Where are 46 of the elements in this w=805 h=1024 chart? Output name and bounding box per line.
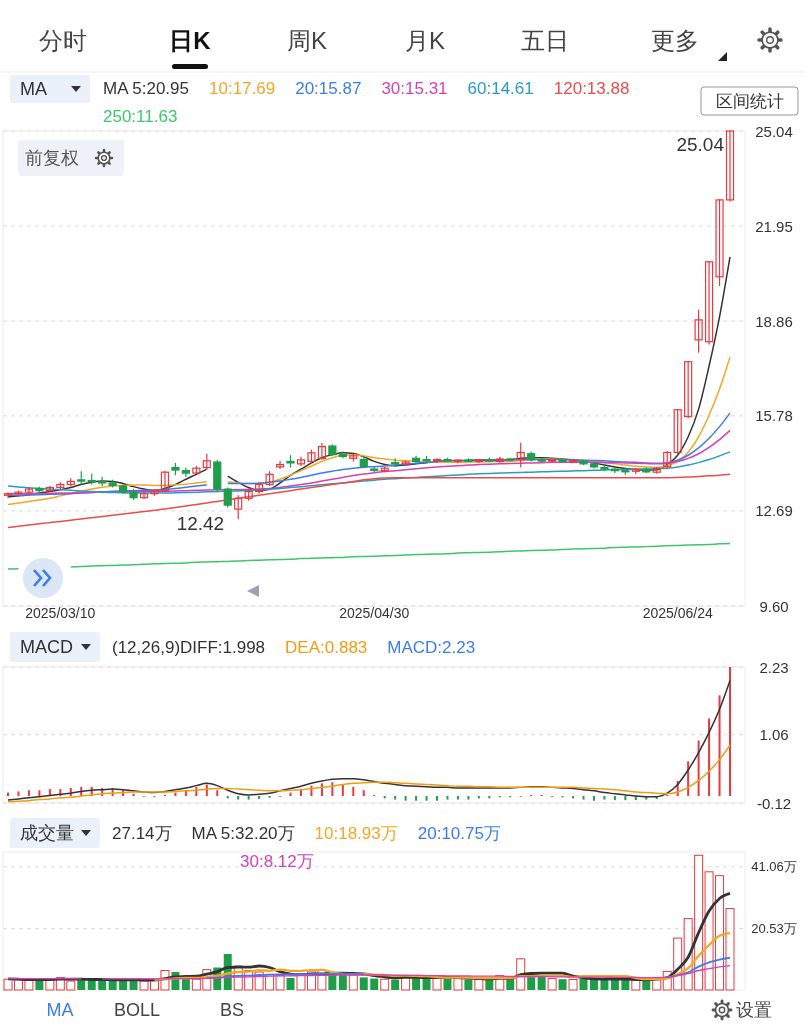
text: 30:15.31 xyxy=(381,78,448,98)
text: 区间统计 xyxy=(715,91,784,111)
text: 250:11.63 xyxy=(103,106,178,126)
text: 设置 xyxy=(736,1000,772,1020)
x-tick-label: 2025/06/24 xyxy=(642,605,713,621)
text: MACD:2.23 xyxy=(387,637,476,657)
x-tick-label: 2025/03/10 xyxy=(25,605,96,621)
text: 日K xyxy=(169,26,212,54)
y-tick-label: 12.69 xyxy=(755,502,793,520)
text: 20:15.87 xyxy=(295,78,362,98)
y-tick-label: 9.60 xyxy=(759,597,789,615)
y-tick-label: 2.23 xyxy=(759,658,789,676)
text: MACD xyxy=(20,637,73,657)
y-tick-label: 25.04 xyxy=(755,122,793,140)
text: BS xyxy=(219,1000,245,1020)
y-tick-label: -0.12 xyxy=(756,794,792,812)
legend-label: MA 5:20.95 xyxy=(103,78,190,98)
annotation: 前复权 xyxy=(25,148,79,168)
text: 30:8.12万 xyxy=(240,851,314,871)
y-tick-label: 1.06 xyxy=(759,726,789,744)
text: MA xyxy=(20,79,47,99)
text: MA 5:32.20万 xyxy=(191,823,295,843)
text: 五日 xyxy=(521,26,569,54)
text: 分时 xyxy=(39,26,87,54)
y-tick-label: 18.86 xyxy=(755,312,793,330)
text: BOLL xyxy=(113,1000,161,1020)
text: 120:13.88 xyxy=(553,78,630,98)
annotation: 12.42 xyxy=(176,512,225,534)
y-tick-label: 20.53万 xyxy=(751,920,797,936)
text: DEA:0.883 xyxy=(285,637,368,657)
text: 20:10.75万 xyxy=(417,823,501,843)
text: 周K xyxy=(286,26,328,54)
legend-label: (12,26,9)DIFF:1.998 xyxy=(112,637,266,657)
y-tick-label: 15.78 xyxy=(755,407,793,425)
text: 成交量 xyxy=(20,823,74,843)
y-tick-label: 21.95 xyxy=(755,217,793,235)
text: MA xyxy=(46,1000,74,1020)
x-tick-label: 2025/04/30 xyxy=(339,605,410,621)
text: 10:18.93万 xyxy=(314,823,398,843)
text: 月K xyxy=(404,26,446,54)
text: 60:14.61 xyxy=(467,78,534,98)
text: 10:17.69 xyxy=(209,78,276,98)
text: 27.14万 xyxy=(112,823,172,843)
y-tick-label: 41.06万 xyxy=(751,859,797,875)
annotation: 25.04 xyxy=(676,133,725,155)
text: 更多 xyxy=(651,26,699,54)
